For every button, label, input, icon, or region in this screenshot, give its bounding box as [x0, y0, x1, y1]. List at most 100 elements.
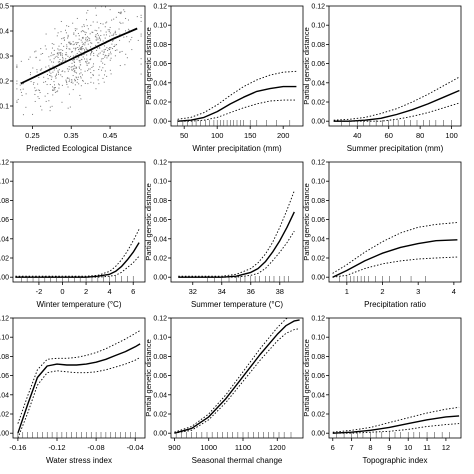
y-tick-label: 0.04 — [311, 236, 325, 243]
scatter-point — [69, 106, 71, 108]
scatter-point — [86, 25, 88, 27]
y-tick-label: 0.08 — [0, 198, 9, 205]
scatter-point — [96, 49, 98, 51]
confidence-lower-line — [333, 102, 460, 122]
scatter-point — [58, 83, 60, 85]
scatter-point — [84, 50, 86, 52]
scatter-point — [50, 72, 52, 74]
y-tick-label: 0.00 — [311, 431, 325, 438]
scatter-point — [66, 68, 68, 70]
scatter-point — [56, 35, 58, 37]
scatter-point — [100, 23, 102, 25]
x-tick-label: 0.35 — [64, 131, 79, 140]
scatter-point — [113, 18, 115, 20]
confidence-upper-line — [332, 222, 458, 274]
scatter-point — [92, 21, 94, 23]
scatter-point — [34, 93, 36, 95]
scatter-point — [71, 69, 73, 71]
scatter-point — [75, 66, 77, 68]
scatter-point — [90, 58, 92, 60]
scatter-point — [69, 43, 71, 45]
scatter-point — [97, 79, 99, 81]
y-tick-label: 0.06 — [153, 61, 167, 68]
x-tick-label: 0 — [60, 287, 64, 296]
x-axis-label: Summer precipitation (mm) — [347, 144, 444, 153]
y-tick-label: 0.10 — [0, 335, 9, 342]
scatter-point — [80, 47, 82, 49]
scatter-point — [80, 85, 82, 87]
scatter-point — [86, 58, 88, 60]
y-tick-label: 0.5 — [0, 4, 9, 11]
scatter-point — [75, 54, 77, 56]
scatter-point — [16, 67, 18, 69]
y-tick-label: 0.00 — [311, 275, 325, 282]
x-tick-label: 200 — [277, 131, 290, 140]
scatter-point — [80, 47, 82, 49]
scatter-point — [122, 22, 124, 24]
scatter-point — [79, 94, 81, 96]
scatter-point — [82, 79, 84, 81]
y-tick-label: 0.04 — [311, 392, 325, 399]
panel-5: 0.00 0.02 0.04 0.06 0.08 0.10 0.12 32 34 36 38 Summ… — [144, 160, 304, 309]
confidence-lower-line — [332, 423, 460, 434]
scatter-point — [140, 14, 142, 16]
scatter-point — [74, 71, 76, 73]
scatter-point — [140, 17, 142, 19]
scatter-point — [87, 83, 89, 85]
scatter-point — [52, 86, 54, 88]
x-tick-label: 0.25 — [25, 131, 40, 140]
scatter-point — [35, 50, 37, 52]
scatter-point — [72, 41, 74, 43]
scatter-point — [137, 39, 139, 41]
scatter-point — [29, 74, 31, 76]
scatter-point — [68, 41, 70, 43]
scatter-point — [95, 39, 97, 41]
scatter-point — [71, 79, 73, 81]
scatter-point — [63, 39, 65, 41]
scatter-point — [40, 105, 42, 107]
panel-1: 0.1 0.2 0.3 0.4 0.5 0.25 0.35 0.45 Predicted Eco… — [0, 4, 146, 153]
scatter-point — [90, 72, 92, 74]
scatter-point — [104, 5, 105, 6]
scatter-point — [52, 65, 54, 67]
scatter-point — [99, 47, 101, 49]
scatter-point — [44, 95, 46, 97]
scatter-point — [102, 53, 104, 55]
scatter-point — [52, 54, 54, 56]
x-axis-label: Topographic index — [363, 456, 428, 465]
scatter-point — [54, 91, 56, 93]
scatter-point — [108, 54, 110, 56]
confidence-upper-line — [17, 330, 141, 424]
scatter-point — [82, 38, 84, 40]
confidence-upper-line — [333, 76, 460, 121]
scatter-point — [61, 55, 63, 57]
y-tick-label: 0.02 — [311, 412, 325, 419]
confidence-upper-line — [178, 190, 295, 277]
scatter-point — [82, 48, 84, 50]
plot-area — [17, 330, 141, 438]
scatter-point — [48, 100, 50, 102]
scatter-point — [65, 52, 67, 54]
scatter-point — [70, 66, 72, 68]
scatter-point — [61, 38, 63, 40]
scatter-point — [105, 22, 107, 24]
y-axis-label: Partial genetic distance — [144, 183, 153, 261]
y-tick-label: 0.00 — [153, 431, 167, 438]
y-axis-label: Partial genetic distance — [144, 27, 153, 105]
scatter-point — [114, 44, 116, 46]
confidence-lower-line — [174, 328, 300, 434]
scatter-point — [140, 35, 142, 37]
scatter-point — [36, 89, 38, 91]
scatter-point — [110, 47, 112, 49]
scatter-point — [81, 49, 83, 51]
scatter-point — [39, 59, 41, 61]
scatter-point — [49, 59, 51, 61]
scatter-point — [121, 50, 123, 52]
scatter-point — [86, 39, 88, 41]
scatter-point — [115, 16, 117, 18]
scatter-point — [85, 37, 87, 39]
scatter-point — [98, 36, 100, 38]
scatter-point — [53, 87, 55, 89]
scatter-point — [52, 89, 54, 91]
scatter-point — [98, 37, 100, 39]
